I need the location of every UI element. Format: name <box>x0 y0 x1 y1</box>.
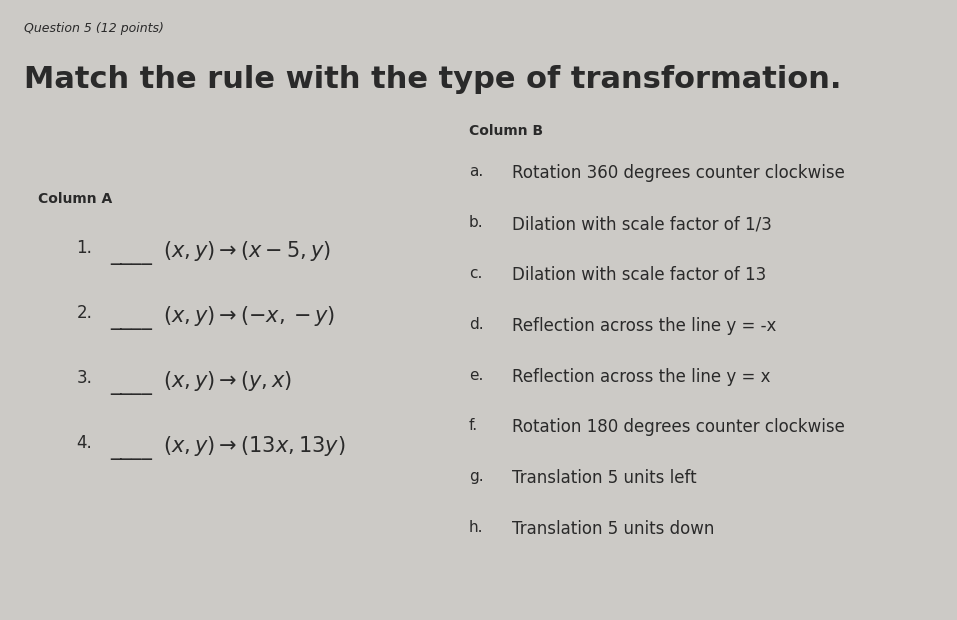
Text: Translation 5 units left: Translation 5 units left <box>512 469 697 487</box>
Text: Dilation with scale factor of 1/3: Dilation with scale factor of 1/3 <box>512 215 772 233</box>
Text: 2.: 2. <box>77 304 93 322</box>
Text: Translation 5 units down: Translation 5 units down <box>512 520 714 538</box>
Text: Rotation 180 degrees counter clockwise: Rotation 180 degrees counter clockwise <box>512 418 845 436</box>
Text: Rotation 360 degrees counter clockwise: Rotation 360 degrees counter clockwise <box>512 164 845 182</box>
Text: h.: h. <box>469 520 483 535</box>
Text: Question 5 (12 points): Question 5 (12 points) <box>24 22 164 35</box>
Text: c.: c. <box>469 266 482 281</box>
Text: g.: g. <box>469 469 483 484</box>
Text: Column A: Column A <box>38 192 113 206</box>
Text: $(x, y) \rightarrow (y, x)$: $(x, y) \rightarrow (y, x)$ <box>163 369 292 393</box>
Text: $(x, y) \rightarrow (13x, 13y)$: $(x, y) \rightarrow (13x, 13y)$ <box>163 434 345 458</box>
Text: Reflection across the line y = -x: Reflection across the line y = -x <box>512 317 776 335</box>
Text: Match the rule with the type of transformation.: Match the rule with the type of transfor… <box>24 65 841 94</box>
Text: $(x, y) \rightarrow (x - 5, y)$: $(x, y) \rightarrow (x - 5, y)$ <box>163 239 331 263</box>
Text: ____: ____ <box>110 245 152 265</box>
Text: b.: b. <box>469 215 483 230</box>
Text: $(x, y) \rightarrow (-x, -y)$: $(x, y) \rightarrow (-x, -y)$ <box>163 304 335 328</box>
Text: Reflection across the line y = x: Reflection across the line y = x <box>512 368 770 386</box>
Text: Column B: Column B <box>469 124 543 138</box>
Text: 1.: 1. <box>77 239 93 257</box>
Text: f.: f. <box>469 418 478 433</box>
Text: 4.: 4. <box>77 434 92 452</box>
Text: Dilation with scale factor of 13: Dilation with scale factor of 13 <box>512 266 767 284</box>
Text: d.: d. <box>469 317 483 332</box>
Text: ____: ____ <box>110 375 152 395</box>
Text: e.: e. <box>469 368 483 383</box>
Text: 3.: 3. <box>77 369 93 387</box>
Text: a.: a. <box>469 164 483 179</box>
Text: ____: ____ <box>110 440 152 460</box>
Text: ____: ____ <box>110 310 152 330</box>
